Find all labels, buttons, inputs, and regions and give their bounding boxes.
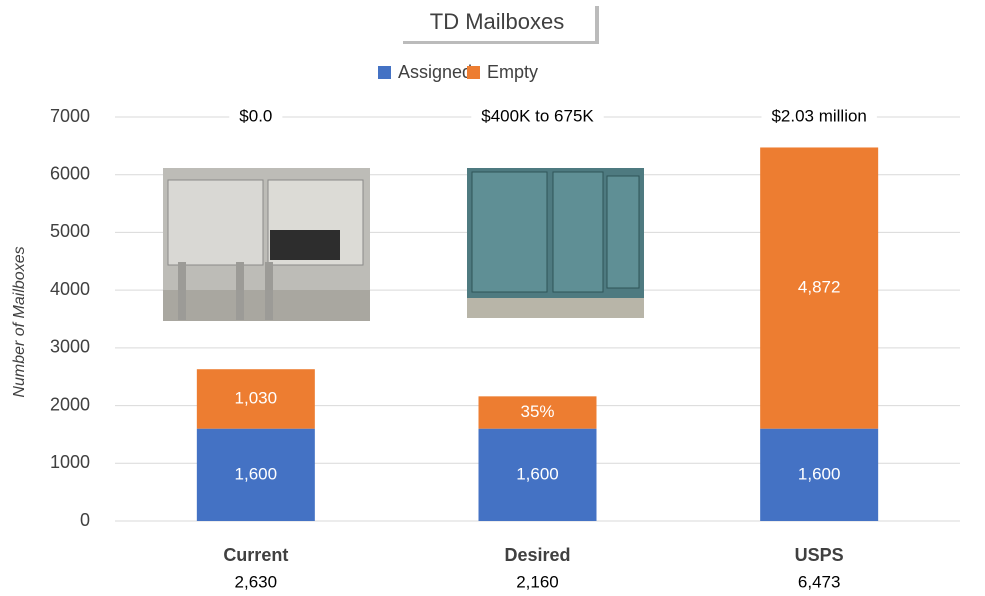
cost-annotation: $2.03 million: [771, 106, 866, 125]
y-tick-label: 5000: [50, 221, 90, 241]
legend-swatch: [467, 66, 480, 79]
data-label: 4,872: [798, 278, 841, 297]
chart: TD Mailboxes Number of Mailboxes 0 1000 20…: [0, 0, 985, 596]
total-label: 6,473: [798, 572, 841, 591]
x-tick-label: Current: [223, 545, 288, 565]
y-tick-label: 0: [80, 510, 90, 530]
data-label: 1,600: [516, 464, 559, 483]
photo-current: [163, 168, 370, 321]
legend-label: Assigned: [398, 62, 472, 82]
data-label: 35%: [520, 402, 554, 421]
legend-label: Empty: [487, 62, 538, 82]
photo-desired: [467, 168, 644, 318]
y-tick-label: 2000: [50, 394, 90, 414]
legend-swatch: [378, 66, 391, 79]
data-label: 1,600: [235, 464, 278, 483]
cost-annotation: $0.0: [239, 106, 272, 125]
total-label: 2,630: [235, 572, 278, 591]
y-tick-label: 7000: [50, 106, 90, 126]
cost-annotation: $400K to 675K: [481, 106, 594, 125]
data-label: 1,600: [798, 464, 841, 483]
total-label: 2,160: [516, 572, 559, 591]
x-tick-label: USPS: [795, 545, 844, 565]
data-label: 1,030: [235, 388, 278, 407]
chart-title: TD Mailboxes: [430, 9, 564, 34]
y-axis-title: Number of Mailboxes: [11, 246, 28, 397]
y-tick-label: 3000: [50, 337, 90, 357]
y-tick-label: 1000: [50, 452, 90, 472]
x-tick-label: Desired: [504, 545, 570, 565]
y-tick-label: 6000: [50, 163, 90, 183]
y-tick-label: 4000: [50, 279, 90, 299]
